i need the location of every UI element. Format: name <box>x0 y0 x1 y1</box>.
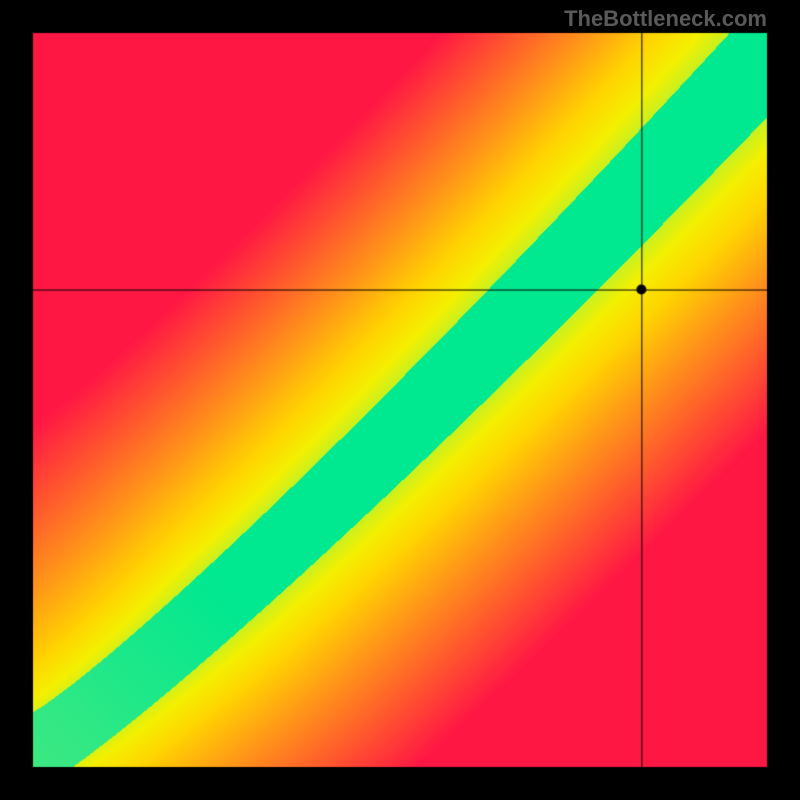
chart-container: TheBottleneck.com <box>0 0 800 800</box>
bottleneck-heatmap <box>0 0 800 800</box>
watermark-text: TheBottleneck.com <box>564 6 767 32</box>
